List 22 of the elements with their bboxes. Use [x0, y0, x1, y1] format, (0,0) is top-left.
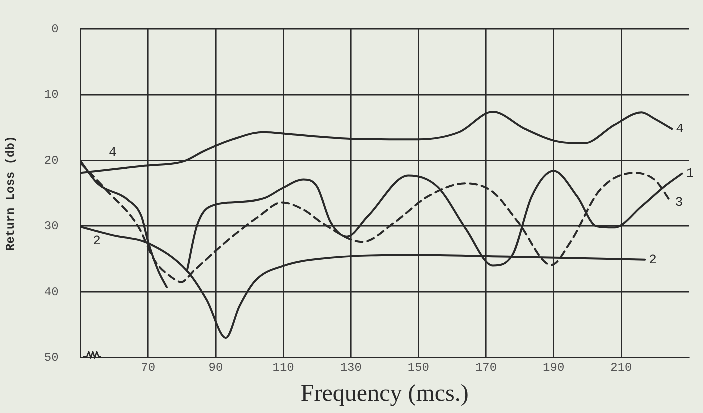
y-tick-label: 40 [44, 285, 59, 300]
x-tick-label: 150 [408, 361, 430, 376]
y-tick-label: 20 [44, 154, 59, 168]
series-label: 4 [676, 122, 684, 137]
y-tick-label: 30 [44, 220, 59, 234]
x-tick-label: 190 [543, 361, 565, 376]
y-tick-label: 10 [44, 88, 59, 102]
x-tick-label: 210 [610, 361, 632, 376]
x-tick-label: 170 [475, 361, 498, 376]
x-axis-title: Frequency (mcs.) [300, 380, 469, 407]
annotation: 4 [108, 144, 117, 160]
series-label: 2 [93, 234, 101, 249]
y-tick-label: 50 [44, 350, 59, 365]
x-tick-label: 130 [340, 361, 362, 376]
x-tick-label: 90 [208, 361, 224, 376]
series-label: 3 [675, 195, 684, 210]
y-tick-label: 0 [52, 22, 59, 36]
x-tick-label: 70 [141, 361, 156, 376]
series-label: 1 [686, 166, 694, 182]
x-tick-label: 110 [272, 361, 294, 376]
y-axis-title: Return Loss (db) [4, 136, 18, 252]
annotation: 2 [649, 252, 657, 268]
